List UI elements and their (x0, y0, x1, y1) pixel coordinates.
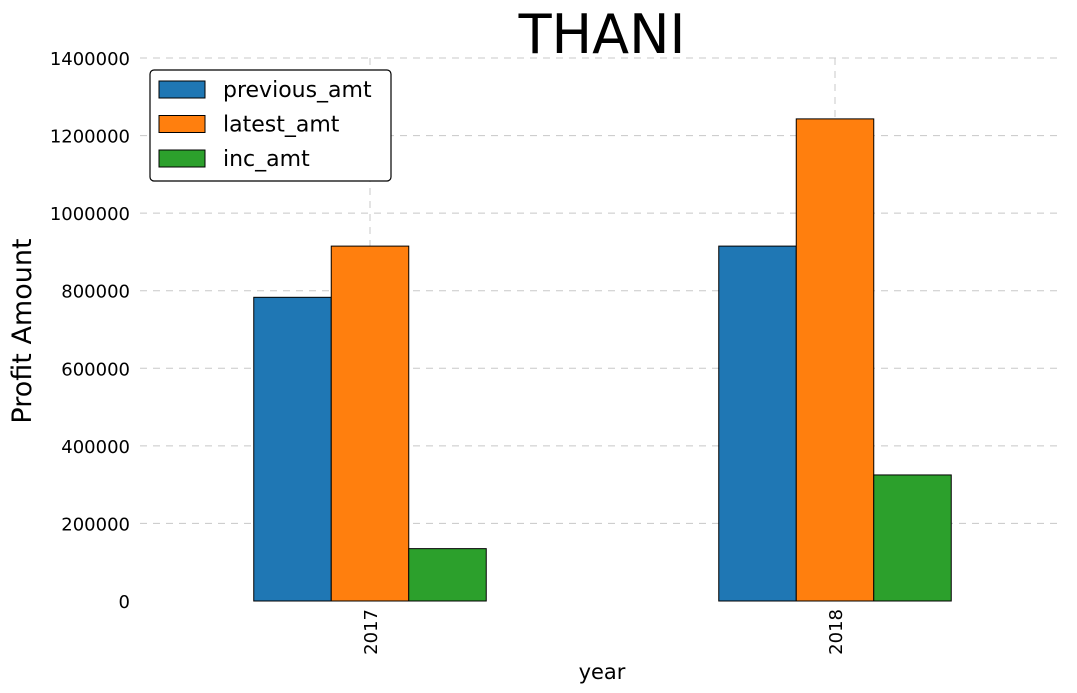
y-tick-label: 0 (119, 592, 130, 613)
legend-label-previous_amt: previous_amt (223, 78, 372, 103)
bar-inc_amt-2018 (873, 474, 952, 602)
bar-latest_amt-2018 (795, 118, 875, 602)
y-tick-label: 400000 (61, 437, 130, 458)
y-tick-label: 800000 (61, 282, 130, 303)
x-axis-label: year (579, 660, 626, 684)
x-tick-label: 2017 (361, 609, 382, 655)
x-axis-ticks: 2017 2018 (361, 609, 847, 655)
x-tick-label: 2018 (826, 609, 847, 655)
bar-latest_amt-2017 (330, 245, 410, 602)
y-axis-ticks: 0 200000 400000 600000 800000 1000000 1200000 1… (50, 49, 130, 613)
bars (253, 118, 952, 602)
legend-label-inc_amt: inc_amt (223, 147, 310, 172)
legend: previous_amt latest_amt inc_amt (149, 69, 392, 182)
bar-previous_amt-2017 (253, 296, 332, 602)
legend-swatch-latest_amt (158, 115, 206, 133)
grid (140, 57, 1063, 601)
y-tick-label: 600000 (61, 359, 130, 380)
legend-swatch-inc_amt (158, 149, 206, 168)
legend-label-latest_amt: latest_amt (223, 113, 340, 138)
legend-box (149, 69, 392, 182)
y-tick-label: 1000000 (50, 204, 130, 225)
chart-title: THANI (518, 3, 686, 66)
y-tick-label: 200000 (61, 514, 130, 535)
legend-swatch-previous_amt (158, 80, 206, 99)
y-tick-label: 1200000 (50, 127, 130, 148)
bar-inc_amt-2017 (408, 548, 487, 602)
y-tick-label: 1400000 (50, 49, 130, 70)
bar-previous_amt-2018 (718, 245, 797, 602)
y-axis-label: Profit Amount (7, 238, 38, 423)
